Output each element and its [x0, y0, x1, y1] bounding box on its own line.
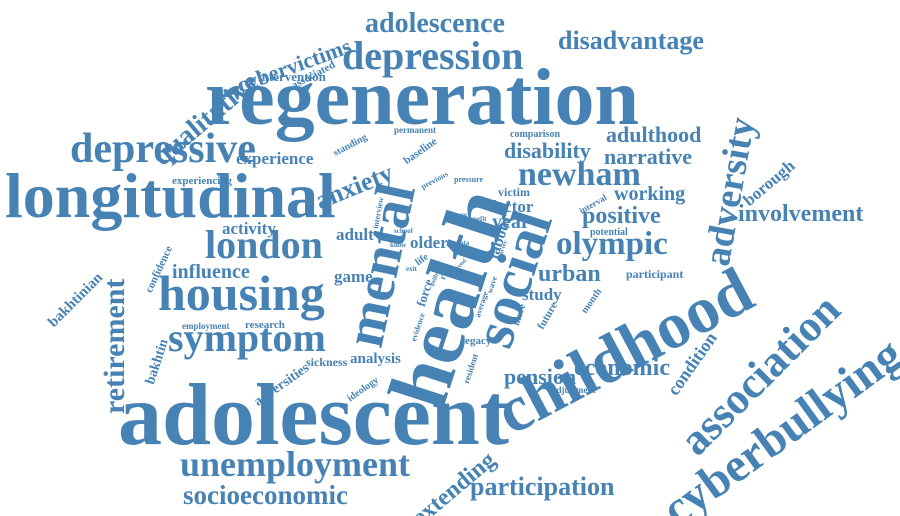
word-sickness: sickness [306, 355, 348, 369]
word-disadvantage: disadvantage [558, 26, 704, 55]
word-participation: participation [470, 472, 615, 501]
word-disability: disability [504, 138, 591, 163]
word-research: research [245, 319, 285, 331]
word-game: game [334, 267, 373, 286]
word-socioeconomic: socioeconomic [183, 480, 348, 510]
word-analysis: analysis [350, 351, 401, 367]
word-study: study [522, 285, 562, 304]
word-regeneration: regeneration [205, 54, 639, 142]
word-employment: employment [182, 321, 230, 331]
word-legacy: legacy [462, 335, 492, 347]
word-permanent: permanent [394, 125, 436, 135]
word-change: change [446, 211, 467, 219]
word-pressure: pressure [454, 175, 484, 184]
word-involvement: involvement [738, 201, 864, 227]
word-know: know [390, 241, 407, 249]
word-data: data [456, 239, 470, 247]
word-factor: factor [490, 197, 534, 216]
word-experiencing: experiencing [172, 175, 232, 187]
word-older: older [410, 233, 448, 252]
word-urban: urban [538, 261, 601, 287]
word-depression: depression [342, 33, 524, 78]
word-london: london [205, 222, 323, 267]
word-working: working [614, 183, 686, 205]
word-economic: economic [574, 355, 670, 381]
word-positive: positive [582, 203, 661, 229]
word-symptom: symptom [168, 315, 326, 360]
word-intervention: intervention [258, 69, 326, 84]
word-experience: experience [236, 149, 314, 168]
word-year: year [492, 211, 530, 233]
word-benefit: benefit [466, 215, 487, 223]
word-adult: adult [336, 225, 374, 244]
word-victim: victim [498, 185, 530, 199]
word-longitudinal: longitudinal [5, 160, 336, 231]
word-future: future [535, 300, 561, 332]
word-pension: pension [504, 364, 577, 389]
word-exit: exit [406, 265, 417, 273]
word-unemployment: unemployment [180, 444, 411, 484]
word-potential: potential [590, 227, 628, 238]
word-adjustment: adjustment [552, 385, 596, 395]
word-participant: participant [626, 267, 684, 281]
word-retirement: retirement [98, 278, 131, 414]
word-adulthood: adulthood [606, 122, 702, 147]
word-influence: influence [172, 261, 250, 283]
word-school: school [394, 227, 413, 235]
word-newham: newham [518, 156, 641, 193]
word-olympic: olympic [556, 226, 668, 262]
word-activity: activity [222, 219, 276, 238]
word-housing: housing [158, 265, 325, 321]
word-depressive: depressive [70, 126, 256, 172]
word-adolescent: adolescent [118, 367, 510, 464]
word-narrative: narrative [604, 144, 692, 169]
word-month: month [579, 286, 605, 316]
word-adolescence: adolescence [365, 8, 505, 39]
word-comparison: comparison [510, 129, 560, 140]
